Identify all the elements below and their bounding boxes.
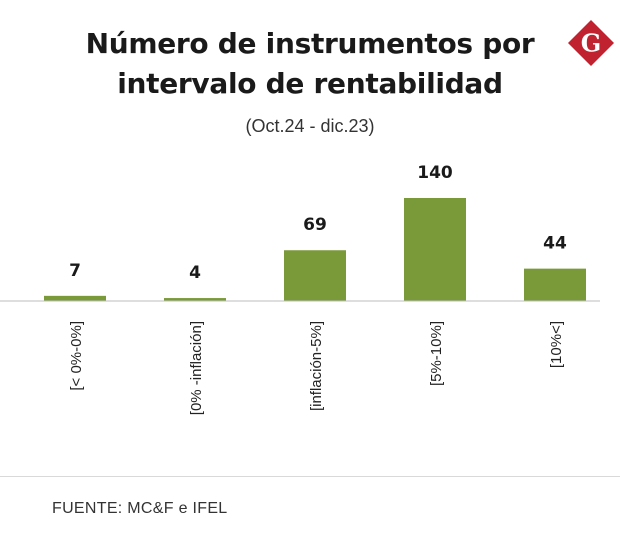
logo-diamond-shape xyxy=(568,20,614,66)
brand-logo-icon: G xyxy=(568,20,614,66)
bar-value-label: 7 xyxy=(69,261,81,281)
bar xyxy=(164,298,226,301)
chart-title: Número de instrumentos por intervalo de … xyxy=(40,24,580,104)
chart-title-line-1: Número de instrumentos por xyxy=(85,27,535,60)
bar-chart: 7 [< 0%-0%] 4 [0% -inflación] 69 [inflación-5… xyxy=(0,163,600,415)
chart-title-line-2: intervalo de rentabilidad xyxy=(117,67,503,100)
bar-value-label: 44 xyxy=(543,234,567,254)
bar xyxy=(524,268,586,301)
bar-value-label: 69 xyxy=(303,215,327,235)
bar xyxy=(284,250,346,301)
x-tick-label: [inflación-5%] xyxy=(308,321,325,411)
bar xyxy=(404,198,466,301)
footer-divider xyxy=(0,476,620,477)
bar-value-label: 4 xyxy=(189,263,201,283)
x-tick-label: [< 0%-0%] xyxy=(68,321,85,391)
logo-letter: G xyxy=(581,29,602,58)
bar xyxy=(44,295,106,301)
x-tick-label: [0% -inflación] xyxy=(188,321,205,415)
x-tick-label: [10%<] xyxy=(548,321,565,368)
source-note: FUENTE: MC&F e IFEL xyxy=(52,500,228,517)
x-tick-label: [5%-10%] xyxy=(428,321,445,386)
bar-value-label: 140 xyxy=(417,163,453,183)
chart-subtitle: (Oct.24 - dic.23) xyxy=(245,116,375,136)
